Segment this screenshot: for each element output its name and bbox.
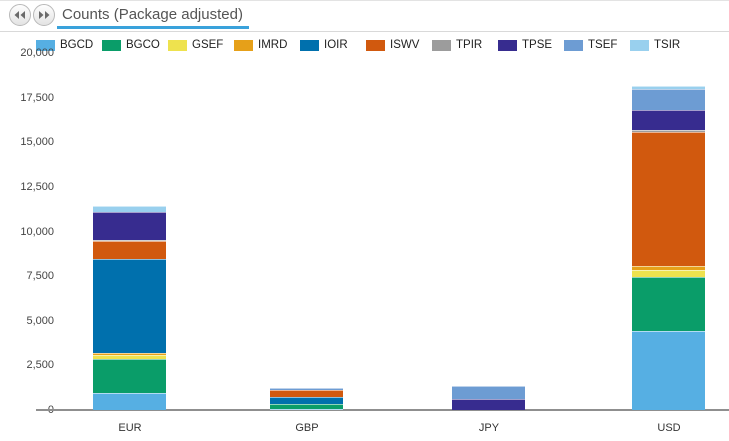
legend-label: ISWV	[390, 39, 420, 51]
bar-segment-eur-tpse[interactable]	[93, 212, 166, 240]
back-button[interactable]	[9, 4, 31, 26]
bar-segment-usd-iswv[interactable]	[632, 132, 705, 266]
bar-segment-eur-bgco[interactable]	[93, 359, 166, 393]
legend-item-bgcd[interactable]: BGCD	[36, 38, 102, 52]
legend-label: TPSE	[522, 39, 553, 51]
legend-swatch-tsir	[630, 39, 649, 51]
bar-segment-gbp-tsef[interactable]	[270, 388, 343, 390]
legend-swatch-bgcd	[36, 39, 55, 51]
legend-label: BGCD	[60, 39, 94, 51]
legend-item-ioir[interactable]: IOIR	[300, 38, 366, 52]
bar-segment-eur-gsef[interactable]	[93, 355, 166, 359]
bar-segment-jpy-tsef[interactable]	[452, 386, 525, 399]
bar-segment-eur-tpir[interactable]	[93, 240, 166, 241]
tab-counts-package-adjusted[interactable]: Counts (Package adjusted)	[57, 3, 249, 29]
bar-segment-usd-tsef[interactable]	[632, 89, 705, 110]
bar-segment-eur-bgcd[interactable]	[93, 393, 166, 410]
y-axis-tick-label: 2,500	[26, 359, 54, 372]
legend-label: GSEF	[192, 39, 224, 51]
fast-forward-icon	[38, 10, 50, 20]
forward-button[interactable]	[33, 4, 55, 26]
legend-label: IOIR	[324, 39, 348, 51]
y-axis-tick-label: 15,000	[20, 136, 54, 149]
y-axis-tick-label: 7,500	[26, 270, 54, 283]
legend-swatch-tsef	[564, 39, 583, 51]
bar-segment-eur-iswv[interactable]	[93, 241, 166, 259]
y-axis-tick-label: 5,000	[26, 314, 54, 327]
legend-swatch-gsef	[168, 39, 187, 51]
y-axis-tick-label: 20,000	[20, 47, 54, 59]
bar-segment-usd-bgcd[interactable]	[632, 331, 705, 410]
bar-segment-eur-tsir[interactable]	[93, 206, 166, 212]
bar-segment-gbp-bgco[interactable]	[270, 404, 343, 409]
bar-segment-eur-ioir[interactable]	[93, 259, 166, 353]
rewind-icon	[14, 10, 26, 20]
legend-swatch-ioir	[300, 39, 319, 51]
bar-segment-usd-bgco[interactable]	[632, 277, 705, 331]
legend-item-imrd[interactable]: IMRD	[234, 38, 300, 52]
x-axis-label-usd: USD	[657, 422, 681, 434]
x-axis-line	[36, 409, 729, 411]
legend-item-tsef[interactable]: TSEF	[564, 38, 630, 52]
legend-item-bgco[interactable]: BGCO	[102, 38, 168, 52]
y-axis-tick-label: 12,500	[20, 180, 54, 193]
legend-item-tsir[interactable]: TSIR	[630, 38, 696, 52]
header-bar: Counts (Package adjusted)	[0, 1, 729, 32]
bar-segment-eur-imrd[interactable]	[93, 353, 166, 355]
legend-swatch-iswv	[366, 39, 385, 51]
bar-segment-usd-tpse[interactable]	[632, 110, 705, 130]
legend-swatch-imrd	[234, 39, 253, 51]
legend-swatch-bgco	[102, 39, 121, 51]
x-axis-label-jpy: JPY	[478, 422, 500, 434]
legend-item-tpir[interactable]: TPIR	[432, 38, 498, 52]
y-axis-tick-label: 17,500	[20, 91, 54, 104]
x-axis-label-eur: EUR	[118, 422, 142, 434]
bar-segment-usd-gsef[interactable]	[632, 270, 705, 277]
chart-legend: BGCD BGCO GSEF IMRD IOIR ISWV TPIR TPSE TSEF TSIR	[36, 38, 729, 52]
legend-label: TPIR	[456, 39, 483, 51]
bar-segment-usd-tsir[interactable]	[632, 86, 705, 89]
legend-item-tpse[interactable]: TPSE	[498, 38, 564, 52]
bar-segment-usd-imrd[interactable]	[632, 266, 705, 270]
y-axis-tick-label: 10,000	[20, 225, 54, 238]
x-axis-label-gbp: GBP	[295, 422, 319, 434]
bar-segment-gbp-bgcd[interactable]	[270, 409, 343, 410]
legend-label: TSIR	[654, 39, 681, 51]
bar-segment-gbp-ioir[interactable]	[270, 397, 343, 404]
legend-label: BGCO	[126, 39, 160, 51]
legend-item-gsef[interactable]: GSEF	[168, 38, 234, 52]
bar-segment-usd-tpir[interactable]	[632, 130, 705, 132]
legend-label: TSEF	[588, 39, 618, 51]
legend-swatch-tpse	[498, 39, 517, 51]
bar-segment-jpy-tpse[interactable]	[452, 399, 525, 410]
legend-item-iswv[interactable]: ISWV	[366, 38, 432, 52]
legend-label: IMRD	[258, 39, 288, 51]
bar-segment-gbp-iswv[interactable]	[270, 390, 343, 397]
legend-swatch-tpir	[432, 39, 451, 51]
